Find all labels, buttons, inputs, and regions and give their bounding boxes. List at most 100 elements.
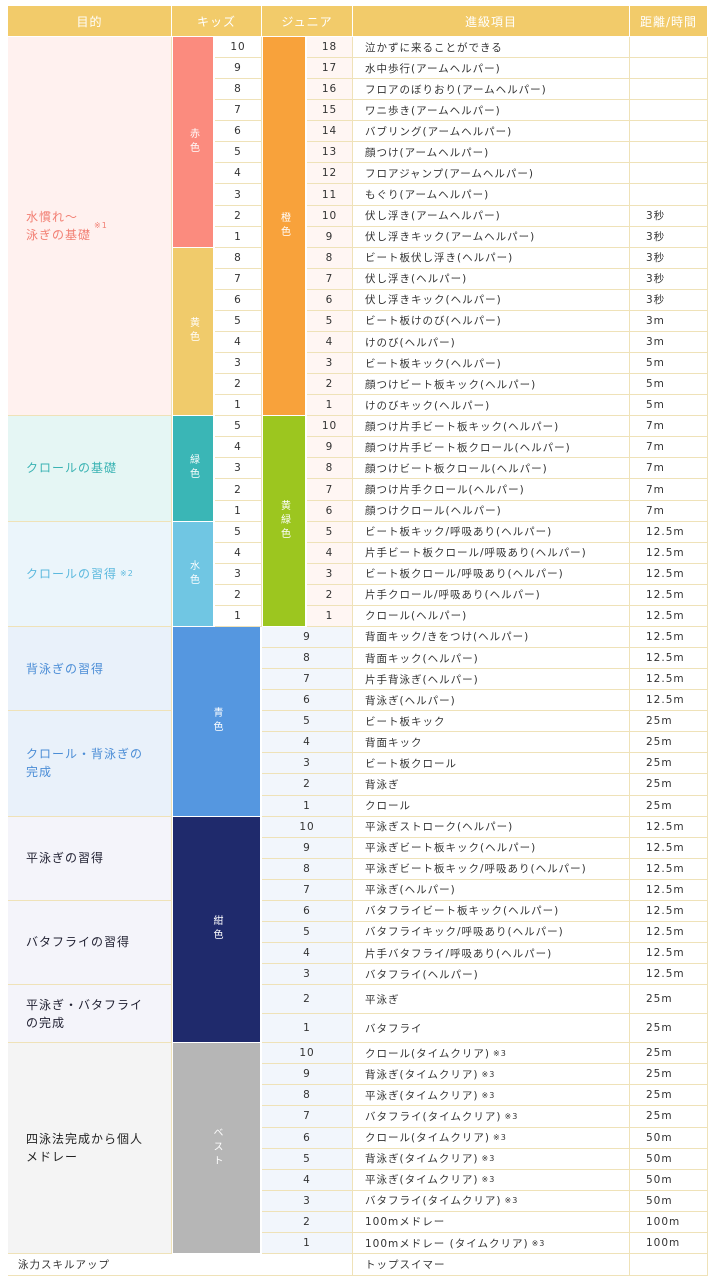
item-text: 100mメドレー (365, 1216, 446, 1229)
kids-level-text: 5 (234, 314, 242, 327)
junior-level-text: 18 (321, 41, 338, 54)
level-text: 4 (303, 947, 311, 960)
item-text: クロール (365, 800, 411, 813)
distance: 12.5m (630, 816, 708, 838)
kids-level-text: 3 (234, 357, 242, 370)
junior-level-text: 2 (325, 378, 334, 391)
junior-level: 2 (307, 374, 353, 396)
item-text: クロール(タイムクリア) (365, 1047, 490, 1060)
junior-color: 橙色 (263, 37, 306, 417)
distance-text: 25m (646, 736, 673, 749)
distance: 3秒 (630, 268, 708, 290)
junior-level: 6 (307, 500, 353, 522)
distance-text: 25m (646, 1110, 673, 1123)
distance: 12.5m (630, 837, 708, 859)
distance: 12.5m (630, 563, 708, 585)
footer-purpose-text: 泳力スキルアップ (18, 1259, 110, 1272)
kids-color-text: 紺色 (211, 915, 222, 944)
level: 5 (262, 711, 353, 733)
distance: 7m (630, 458, 708, 480)
kids-level-text: 2 (234, 483, 242, 496)
distance-text: 12.5m (646, 904, 685, 917)
item: ビート板キック/呼吸あり(ヘルパー) (353, 521, 630, 543)
item-text: 背面キック/きをつけ(ヘルパー) (365, 631, 530, 644)
distance-text: 25m (646, 778, 673, 791)
distance (630, 163, 708, 185)
kids-level: 3 (215, 458, 262, 480)
item-text: バタフライキック/呼吸あり(ヘルパー) (365, 926, 564, 939)
item-text: もぐり(アームヘルパー) (365, 189, 490, 202)
note: ※3 (481, 1175, 496, 1185)
kids-level-text: 1 (234, 504, 242, 517)
note: ※3 (504, 1196, 519, 1206)
kids-color-text: 黄色 (187, 317, 199, 346)
level: 9 (262, 1064, 353, 1086)
junior-level-text: 3 (325, 357, 334, 370)
item-text: 泣かずに来ることができる (365, 41, 503, 54)
kids-level-text: 2 (234, 378, 242, 391)
item: 片手背泳ぎ(ヘルパー) (353, 669, 630, 691)
junior-level: 17 (307, 58, 353, 80)
item: 100mメドレー (353, 1211, 630, 1234)
kids-level-text: 5 (234, 525, 242, 538)
junior-level: 3 (307, 353, 353, 375)
kids-level: 10 (215, 37, 262, 59)
level-text: 2 (303, 993, 311, 1006)
footer-item-text: トップスイマー (365, 1259, 446, 1272)
item: 背面キック (353, 732, 630, 754)
kids-level: 1 (215, 500, 262, 522)
distance: 12.5m (630, 879, 708, 901)
item-text: バタフライ (365, 1022, 423, 1035)
level-text: 8 (303, 862, 311, 875)
purpose-text: 水慣れ〜 泳ぎの基礎 (26, 210, 92, 243)
junior-level-text: 4 (325, 546, 334, 559)
junior-level: 14 (307, 121, 353, 143)
item-text: 片手ビート板クロール/呼吸あり(ヘルパー) (365, 547, 587, 560)
item-text: ビート板伏し浮き(ヘルパー) (365, 252, 514, 265)
footer-purpose: 泳力スキルアップ (8, 1254, 353, 1277)
item: 平泳ぎビート板キック(ヘルパー) (353, 837, 630, 859)
item-text: 平泳ぎ(タイムクリア) (365, 1089, 479, 1102)
level: 8 (262, 648, 353, 670)
item-text: 顔つけビート板キック(ヘルパー) (365, 378, 537, 391)
kids-level-text: 1 (234, 399, 242, 412)
item-text: 平泳ぎビート板キック/呼吸あり(ヘルパー) (365, 863, 587, 876)
header-kids-text: キッズ (196, 14, 236, 29)
item-text: バブリング(アームヘルパー) (365, 125, 513, 138)
level-text: 7 (303, 883, 311, 896)
distance: 25m (630, 1043, 708, 1065)
item: ビート板クロール/呼吸あり(ヘルパー) (353, 563, 630, 585)
distance-text: 5m (646, 399, 665, 412)
level: 5 (262, 1148, 353, 1170)
junior-level-text: 2 (325, 588, 334, 601)
item-text: バタフライ(タイムクリア) (365, 1195, 502, 1208)
distance-text: 25m (646, 1047, 673, 1060)
purpose-text: クロール・背泳ぎの 完成 (26, 747, 144, 780)
junior-level-text: 16 (321, 83, 338, 96)
junior-level-text: 1 (325, 399, 334, 412)
distance: 3秒 (630, 289, 708, 311)
level-text: 7 (303, 673, 311, 686)
header-junior-text: ジュニア (281, 14, 333, 29)
note: ※3 (481, 1154, 496, 1164)
distance: 7m (630, 479, 708, 501)
distance: 7m (630, 437, 708, 459)
level: 9 (262, 626, 353, 649)
kids-level: 2 (215, 374, 262, 396)
kids-level-text: 4 (234, 546, 242, 559)
header-item-text: 進級項目 (464, 14, 517, 29)
item: 顔つけクロール(ヘルパー) (353, 500, 630, 522)
kids-color: 青色 (173, 626, 261, 817)
item-text: 片手背泳ぎ(ヘルパー) (365, 673, 479, 686)
level: 6 (262, 690, 353, 712)
item-text: バタフライ(ヘルパー) (365, 968, 479, 981)
distance: 25m (630, 1064, 708, 1086)
junior-level: 16 (307, 79, 353, 101)
distance: 12.5m (630, 584, 708, 606)
item: 平泳ぎ(タイムクリア) ※3 (353, 1085, 630, 1107)
item: クロール(タイムクリア) ※3 (353, 1127, 630, 1149)
distance (630, 79, 708, 101)
kids-level: 2 (215, 584, 262, 606)
distance: 12.5m (630, 921, 708, 943)
distance: 25m (630, 711, 708, 733)
